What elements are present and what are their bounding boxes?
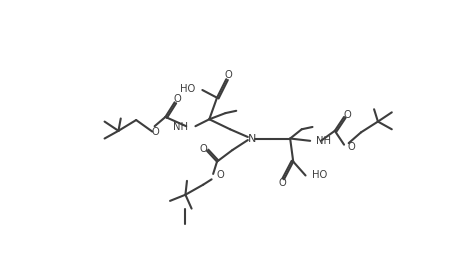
Text: O: O: [174, 94, 182, 104]
Text: O: O: [225, 70, 232, 80]
Text: HO: HO: [312, 170, 328, 180]
Text: NH: NH: [173, 122, 188, 132]
Text: O: O: [199, 144, 207, 154]
Text: HO: HO: [180, 84, 196, 94]
Text: O: O: [348, 142, 356, 152]
Text: O: O: [217, 170, 225, 180]
Text: N: N: [248, 134, 256, 144]
Text: NH: NH: [317, 136, 331, 146]
Text: O: O: [278, 178, 287, 188]
Text: O: O: [343, 110, 351, 120]
Text: O: O: [151, 126, 159, 137]
